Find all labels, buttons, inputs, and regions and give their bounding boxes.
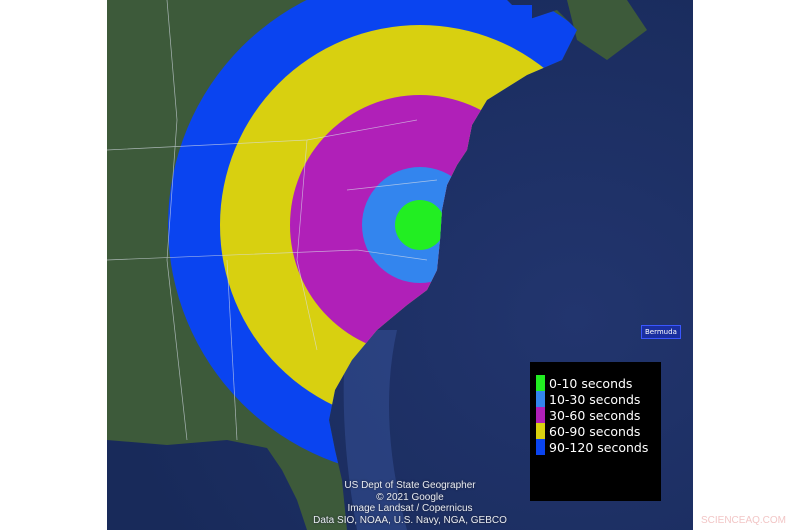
attribution-line: US Dept of State Geographer	[344, 480, 476, 491]
legend-label: 30-60 seconds	[549, 407, 641, 423]
bermuda-label: Bermuda	[641, 325, 681, 339]
legend-swatch	[536, 375, 545, 391]
attribution-line: © 2021 Google	[376, 491, 444, 503]
watermark: SCIENCEAQ.COM	[701, 515, 787, 526]
legend-label: 10-30 seconds	[549, 391, 641, 407]
maine-tip	[507, 5, 532, 35]
legend: 0-10 seconds 10-30 seconds 30-60 seconds…	[530, 362, 661, 501]
legend-label: 0-10 seconds	[549, 375, 633, 391]
canadian-maritimes	[567, 0, 647, 60]
legend-swatch	[536, 423, 545, 439]
attribution-line: Image Landsat / Copernicus	[347, 503, 473, 514]
legend-swatch	[536, 407, 545, 423]
attribution-line: Data SIO, NOAA, U.S. Navy, NGA, GEBCO	[313, 514, 507, 526]
legend-item: 60-90 seconds	[536, 423, 640, 439]
legend-item: 10-30 seconds	[536, 391, 640, 407]
map-attribution: US Dept of State Geographer © 2021 Googl…	[310, 480, 510, 526]
legend-label: 60-90 seconds	[549, 423, 641, 439]
state-borders	[107, 0, 438, 441]
legend-label: 90-120 seconds	[549, 439, 649, 455]
continental-shelf	[343, 330, 407, 530]
ring-0-10-seconds	[395, 200, 445, 250]
legend-swatch	[536, 391, 545, 407]
legend-item: 90-120 seconds	[536, 439, 648, 455]
legend-swatch	[536, 439, 545, 455]
satellite-map	[107, 0, 693, 530]
legend-item: 0-10 seconds	[536, 375, 632, 391]
legend-item: 30-60 seconds	[536, 407, 640, 423]
